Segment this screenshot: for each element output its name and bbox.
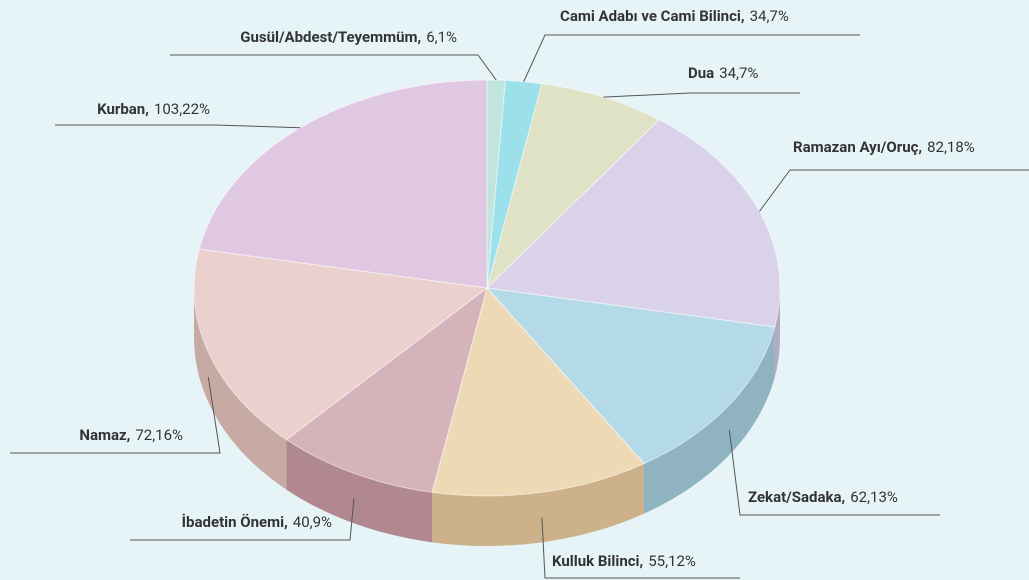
data-label: Dua 34,7% <box>688 64 758 82</box>
slice-side <box>194 288 287 490</box>
value-label: 82,18% <box>927 138 975 156</box>
leader-line <box>759 169 1029 212</box>
slice <box>198 79 488 289</box>
slice-side <box>643 326 775 514</box>
data-label: Kurban, 103,22% <box>97 100 210 118</box>
leader-line <box>55 124 301 129</box>
leader-line <box>130 498 355 541</box>
value-label: 6,1% <box>426 28 457 46</box>
value-label: 34,7% <box>750 7 789 25</box>
data-label: Ramazan Ayı/Oruç, 82,18% <box>793 138 975 156</box>
slice <box>193 248 489 441</box>
leader-line <box>523 34 860 82</box>
value-label: 103,22% <box>154 100 210 118</box>
category-name: Gusül/Abdest/Teyemmüm, <box>240 28 421 46</box>
category-name: Kulluk Bilinci, <box>552 552 643 570</box>
category-name: İbadetin Önemi, <box>182 513 288 531</box>
category-name: Dua <box>688 64 714 82</box>
leader-line <box>170 54 497 81</box>
slice <box>285 286 488 493</box>
slice-side <box>286 439 433 543</box>
data-label: Zekat/Sadaka, 62,13% <box>748 488 898 506</box>
value-label: 40,9% <box>293 513 332 531</box>
value-label: 55,12% <box>648 552 696 570</box>
leader-line <box>728 429 940 516</box>
slice <box>431 286 645 497</box>
leader-line <box>10 377 221 454</box>
category-name: Kurban, <box>97 100 149 118</box>
category-name: Cami Adabı ve Cami Bilinci, <box>560 7 745 25</box>
leader-line <box>541 517 740 579</box>
slice <box>485 287 776 465</box>
category-name: Zekat/Sadaka, <box>748 488 845 506</box>
data-label: İbadetin Önemi, 40,9% <box>182 513 332 531</box>
slice-side <box>432 463 644 546</box>
value-label: 34,7% <box>719 64 758 82</box>
data-label: Gusül/Abdest/Teyemmüm, 6,1% <box>240 28 457 46</box>
category-name: Namaz, <box>79 426 130 444</box>
data-label: Namaz, 72,16% <box>79 426 183 444</box>
data-label: Kulluk Bilinci, 55,12% <box>552 552 696 570</box>
value-label: 72,16% <box>135 426 183 444</box>
leader-line <box>603 92 800 98</box>
data-label: Cami Adabı ve Cami Bilinci, 34,7% <box>560 7 789 25</box>
value-label: 62,13% <box>850 488 898 506</box>
category-name: Ramazan Ayı/Oruç, <box>793 138 922 156</box>
